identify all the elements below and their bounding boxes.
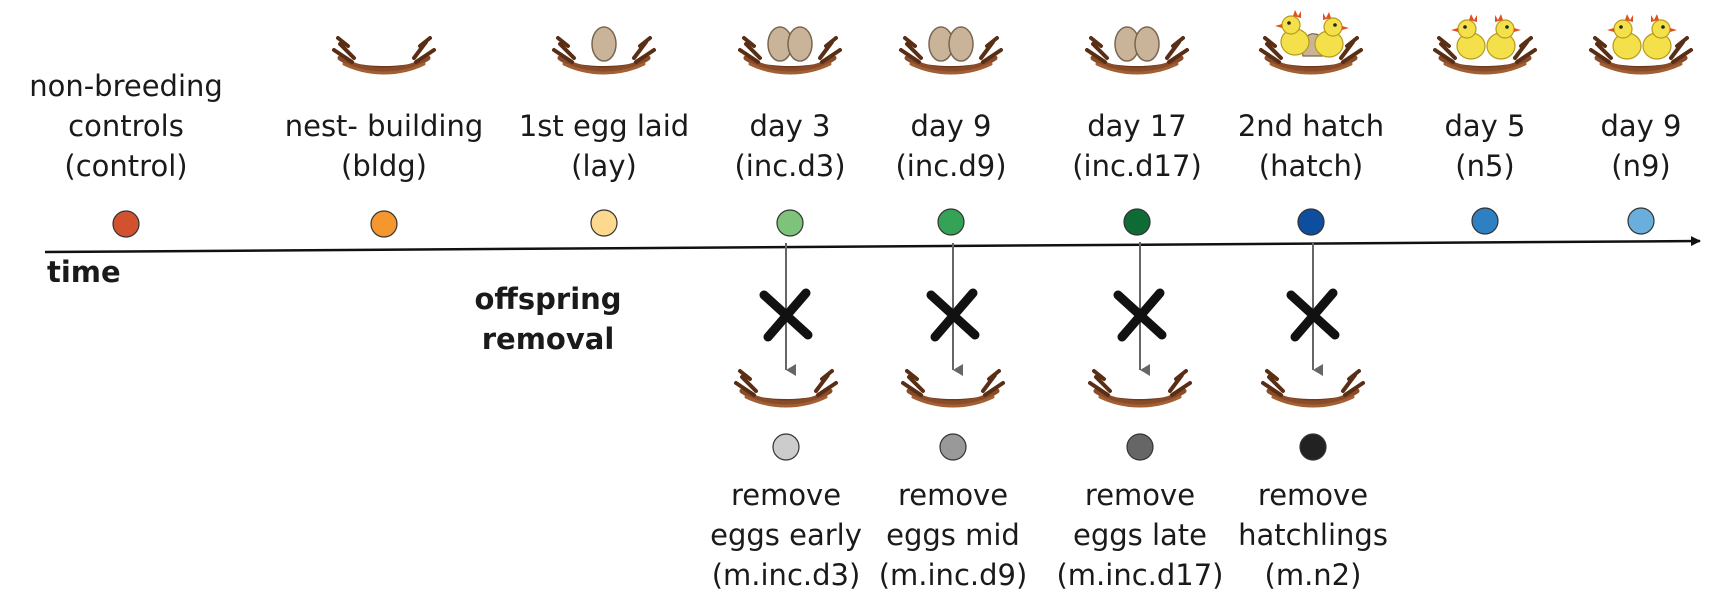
nest-icon <box>1259 10 1363 75</box>
removal-dot <box>772 433 800 461</box>
egg-icon <box>787 26 813 62</box>
stage-label-control: non-breeding controls (control) <box>29 69 223 183</box>
stage-label-lay: 1st egg laid (lay) <box>518 109 690 183</box>
chick-icon <box>1486 14 1521 60</box>
time-axis <box>44 236 1701 254</box>
nest-icon <box>1085 26 1189 75</box>
removal-label-m-inc-d9: remove eggs mid (m.inc.d9) <box>878 478 1028 592</box>
nest-icon <box>552 26 656 75</box>
nest-icon <box>734 369 838 408</box>
nest-icon <box>1088 369 1192 408</box>
nest-icon <box>738 26 842 75</box>
stage-dot <box>1123 208 1151 236</box>
cross-icon <box>1113 288 1167 342</box>
stage-label-inc-d9: day 9 (inc.d9) <box>895 109 1007 183</box>
stage-dot <box>112 210 140 238</box>
stage-label-inc-d17: day 17 (inc.d17) <box>1072 109 1202 183</box>
stage-dot <box>370 210 398 238</box>
removal-dot <box>1299 433 1327 461</box>
removal-label-m-inc-d3: remove eggs early (m.inc.d3) <box>710 478 862 592</box>
stage-dot <box>590 209 618 237</box>
time-axis-label: time <box>47 255 121 289</box>
removal-dot <box>939 433 967 461</box>
offspring-removal-label: offspring removal <box>474 282 622 356</box>
nest-icon <box>899 26 1003 75</box>
stage-label-n9: day 9 (n9) <box>1600 109 1682 183</box>
nest-icon <box>332 36 436 75</box>
cross-icon <box>759 288 813 342</box>
stage-dot <box>1297 208 1325 236</box>
stage-dot <box>937 208 965 236</box>
chick-icon <box>1314 12 1349 58</box>
cross-icon <box>926 288 980 342</box>
chick-icon <box>1451 14 1486 60</box>
removal-dot <box>1126 433 1154 461</box>
egg-icon <box>591 26 617 62</box>
egg-icon <box>948 26 974 62</box>
nest-icon <box>1433 14 1537 75</box>
nest-icon <box>1589 14 1693 75</box>
stage-label-inc-d3: day 3 (inc.d3) <box>734 109 846 183</box>
stage-label-hatch: 2nd hatch (hatch) <box>1237 109 1385 183</box>
chick-icon <box>1607 14 1642 60</box>
nest-icon <box>1261 369 1365 408</box>
cross-icon <box>1286 288 1340 342</box>
stage-dot <box>1627 207 1655 235</box>
stage-dot <box>1471 207 1499 235</box>
stage-label-n5: day 5 (n5) <box>1444 109 1526 183</box>
chick-icon <box>1642 14 1677 60</box>
nest-icon <box>901 369 1005 408</box>
egg-icon <box>1134 26 1160 62</box>
stage-dot <box>776 209 804 237</box>
stage-label-bldg: nest- building (bldg) <box>284 109 484 183</box>
chick-icon <box>1275 10 1310 56</box>
removal-label-m-inc-d17: remove eggs late (m.inc.d17) <box>1056 478 1224 592</box>
removal-label-m-n2: remove hatchlings (m.n2) <box>1238 478 1388 592</box>
